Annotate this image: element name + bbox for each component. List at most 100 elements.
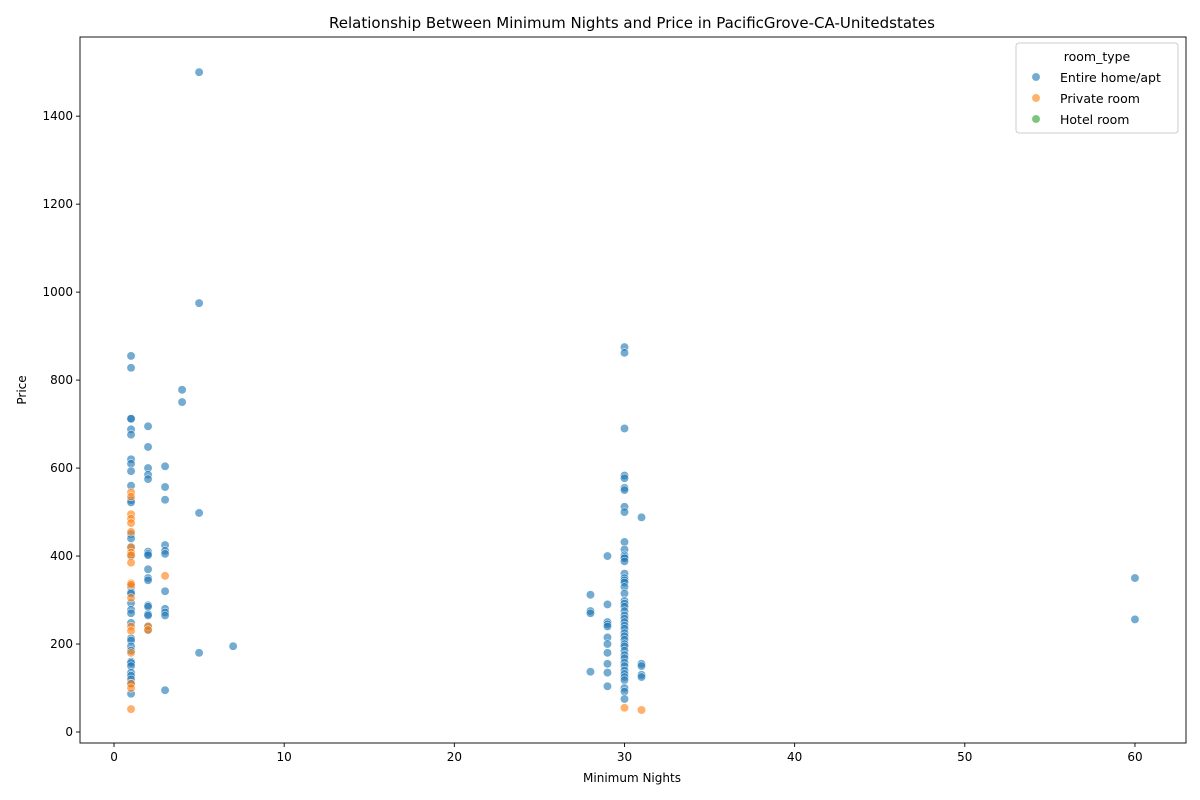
data-point [603,648,612,658]
data-point [586,590,595,600]
data-point [637,705,646,715]
data-point [160,571,170,581]
data-point [620,588,629,598]
data-point [620,473,629,483]
data-point [126,683,136,693]
data-point [620,485,629,495]
y-tick-label: 1200 [42,197,73,211]
data-point [126,593,136,603]
data-point [160,685,170,695]
data-point [194,508,204,518]
x-tick-label: 60 [1127,750,1142,764]
data-point [126,704,136,714]
legend-entries: Entire home/apt Private room Hotel room [1031,70,1161,127]
data-point [1130,614,1140,624]
data-point [126,608,136,618]
data-point [620,675,629,685]
data-point [143,625,153,635]
data-point [143,474,153,484]
x-tick-label: 10 [277,750,292,764]
y-axis-ticks: 0 200 400 600 800 1000 1200 1400 [42,109,80,739]
data-point [126,466,136,476]
y-tick-label: 1000 [42,285,73,299]
data-point [143,602,153,612]
y-axis-label: Price [15,375,29,404]
data-point [143,564,153,574]
data-point [620,694,629,704]
data-point [126,648,136,658]
data-point [177,385,187,395]
x-tick-label: 20 [447,750,462,764]
legend-label: Hotel room [1060,112,1129,127]
y-tick-label: 800 [50,373,73,387]
data-point [126,527,136,537]
y-tick-label: 600 [50,461,73,475]
legend-marker [1031,93,1041,103]
data-point [143,442,153,452]
data-point [143,550,153,560]
data-point [620,537,629,547]
data-point [143,610,153,620]
data-point [637,512,646,522]
x-tick-label: 50 [957,750,972,764]
data-point [126,626,136,636]
y-tick-label: 0 [65,725,73,739]
legend-marker [1031,72,1041,82]
data-point [603,668,612,678]
data-point [126,580,136,590]
data-point [603,599,612,609]
legend-marker [1031,114,1041,124]
data-point [620,703,629,713]
data-point [160,461,170,471]
data-point [637,661,646,671]
data-point [126,363,136,373]
data-point [126,492,136,502]
data-point [160,610,170,620]
data-point [143,575,153,585]
x-axis-label: Minimum Nights [583,771,681,785]
legend-label: Private room [1060,91,1140,106]
data-point [603,659,612,669]
data-point [160,495,170,505]
data-point [637,672,646,682]
x-tick-label: 40 [787,750,802,764]
data-point [620,507,629,517]
plot-area [79,36,1187,744]
data-point [126,550,136,560]
data-point [126,459,136,469]
data-point [586,667,595,677]
data-point [126,351,136,361]
legend-title: room_type [1064,49,1131,64]
y-tick-label: 1400 [42,109,73,123]
data-point [194,298,204,308]
data-point [126,518,136,528]
data-point [194,648,204,658]
legend: room_type Entire home/apt Private room Hot… [1015,42,1179,134]
data-point [603,681,612,691]
legend-box [1015,42,1179,134]
legend-label: Entire home/apt [1060,70,1161,85]
data-point [603,639,612,649]
x-axis-ticks: 0 10 20 30 40 50 60 [110,743,1143,764]
data-point [1130,573,1140,583]
y-tick-label: 200 [50,637,73,651]
data-point [194,67,204,77]
data-point [620,424,629,433]
data-point [586,608,595,618]
data-point [177,397,187,407]
data-point [603,621,612,631]
chart-title: Relationship Between Minimum Nights and … [329,14,935,32]
data-point [620,556,629,566]
data-point [603,551,612,561]
data-point [160,549,170,559]
x-tick-label: 30 [617,750,632,764]
data-point [126,430,136,440]
y-tick-label: 400 [50,549,73,563]
x-tick-label: 0 [110,750,118,764]
data-point [160,482,170,492]
data-point [126,414,136,424]
points-layer [126,67,1140,715]
data-point [620,687,629,696]
data-point [620,348,629,358]
